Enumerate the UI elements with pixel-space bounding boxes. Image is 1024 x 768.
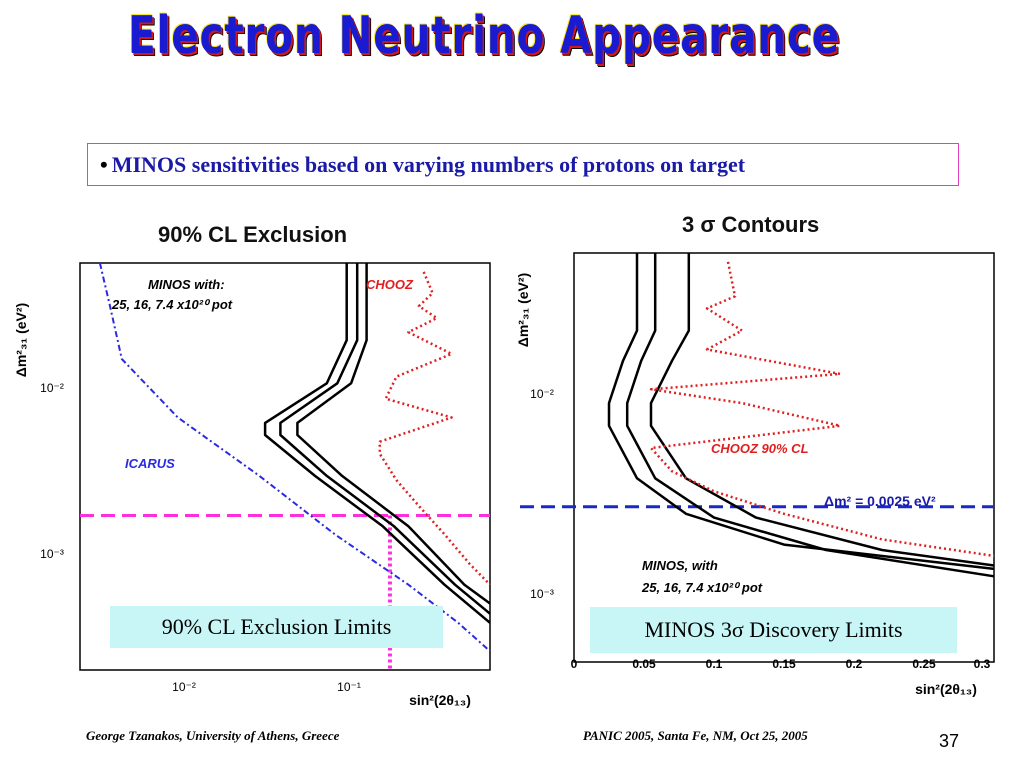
left-annotation-minos-1: MINOS with: <box>148 277 225 292</box>
left-chart: 10⁻² 10⁻¹ 10⁻² 10⁻³ sin²(2θ₁₃) Δm²₃₁ (eV… <box>13 262 491 708</box>
right-guide-label: Δm² = 0.0025 eV² <box>824 493 936 509</box>
chart1-series-1-line <box>625 253 995 578</box>
footer-conference: PANIC 2005, Santa Fe, NM, Oct 25, 2005 <box>583 728 808 743</box>
right-x-tick-0.15: 0.15 <box>772 657 796 671</box>
right-annotation-minos-1: MINOS, with <box>642 558 718 573</box>
bullet-dot: • <box>100 152 108 177</box>
right-y-ticks: 10⁻² 10⁻³ <box>530 387 554 601</box>
right-x-tick-0.3: 0.3 <box>974 657 991 671</box>
right-annotation-minos-2: 25, 16, 7.4 x10²⁰ pot <box>641 580 763 595</box>
left-x-tick-1e-1: 10⁻¹ <box>337 680 361 694</box>
chart0-series-1-line <box>279 263 491 615</box>
right-x-ticks: 0 0.05 0.1 0.15 0.2 0.25 0.3 <box>571 657 991 671</box>
left-annotation-chooz: CHOOZ <box>366 277 414 292</box>
left-annotation-icarus: ICARUS <box>125 456 175 471</box>
footer-author: George Tzanakos, University of Athens, G… <box>86 728 340 743</box>
chart1-series-3-line <box>649 261 995 558</box>
left-y-axis-label: Δm²₃₁ (eV²) <box>13 303 29 377</box>
chart1-series-0-line <box>607 253 995 571</box>
chart1-series-2-line <box>649 253 995 567</box>
left-x-ticks: 10⁻² 10⁻¹ <box>172 680 361 694</box>
left-y-ticks: 10⁻² 10⁻³ <box>40 381 64 561</box>
left-chart-title: 90% CL Exclusion <box>158 222 348 247</box>
left-y-tick-1e-3: 10⁻³ <box>40 547 64 561</box>
page-number: 37 <box>939 731 960 751</box>
right-callout: MINOS 3σ Discovery Limits <box>590 607 957 653</box>
right-x-tick-0: 0 <box>571 657 578 671</box>
right-x-tick-0.2: 0.2 <box>846 657 863 671</box>
right-chart: 0 0.05 0.1 0.15 0.2 0.25 0.3 10⁻² 10⁻³ s… <box>515 252 995 697</box>
left-x-axis-label: sin²(2θ₁₃) <box>409 692 471 708</box>
left-x-tick-1e-2: 10⁻² <box>172 680 196 694</box>
right-callout-text: MINOS 3σ Discovery Limits <box>644 617 903 642</box>
bullet-text: MINOS sensitivities based on varying num… <box>111 152 746 177</box>
bullet-box: • MINOS sensitivities based on varying nu… <box>87 143 959 186</box>
right-x-tick-0.25: 0.25 <box>912 657 936 671</box>
left-callout-text: 90% CL Exclusion Limits <box>161 614 392 639</box>
right-y-tick-1e-3: 10⁻³ <box>530 587 554 601</box>
left-plot-frame <box>79 262 491 671</box>
right-x-tick-0.1: 0.1 <box>706 657 723 671</box>
right-annotation-chooz: CHOOZ 90% CL <box>711 441 809 456</box>
left-callout: 90% CL Exclusion Limits <box>110 606 443 648</box>
left-annotation-minos-2: 25, 16, 7.4 x10²⁰ pot <box>111 297 233 312</box>
right-series-group <box>520 253 995 578</box>
chart0-series-3-line <box>378 271 491 586</box>
right-y-tick-1e-2: 10⁻² <box>530 387 554 401</box>
right-plot-frame <box>573 252 995 663</box>
right-x-axis-label: sin²(2θ₁₃) <box>915 681 977 697</box>
left-y-tick-1e-2: 10⁻² <box>40 381 64 395</box>
chart0-series-2-line <box>296 263 491 605</box>
slide-title: Electron Neutrino Appearance <box>128 6 840 66</box>
chart0-series-0-line <box>263 263 491 624</box>
right-chart-title: 3 σ Contours <box>682 212 820 237</box>
right-y-axis-label: Δm²₃₁ (eV²) <box>515 273 531 347</box>
right-x-tick-0.05: 0.05 <box>632 657 656 671</box>
